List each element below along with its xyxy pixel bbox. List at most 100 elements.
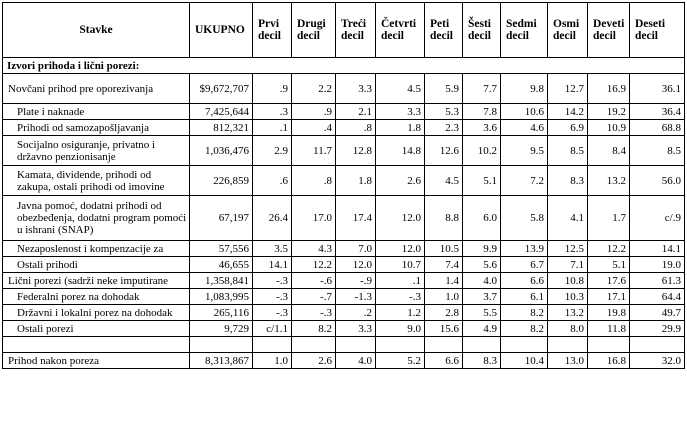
cell-decile-9: 12.2: [587, 240, 630, 257]
cell-decile-9: 13.2: [587, 165, 630, 196]
table-row: Kamata, dividende, prihodi od zakupa, os…: [2, 165, 685, 196]
cell-decile-5: 8.8: [424, 195, 463, 241]
cell-decile-5: 10.5: [424, 240, 463, 257]
cell-decile-8: 14.2: [547, 103, 588, 120]
cell-decile-1: 1.0: [252, 352, 292, 369]
cell-decile-6: 4.0: [462, 272, 501, 289]
cell-decile-2: .8: [291, 165, 336, 196]
cell-decile-1: -.3: [252, 272, 292, 289]
section-title-row: Izvori prihoda i lični porezi:: [2, 57, 685, 74]
cell-decile-5: 4.5: [424, 165, 463, 196]
cell-decile-2: 8.2: [291, 320, 336, 337]
cell-decile-1: .1: [252, 119, 292, 136]
cell-decile-1: 26.4: [252, 195, 292, 241]
cell-decile-7: 10.6: [500, 103, 548, 120]
cell-decile-2: 4.3: [291, 240, 336, 257]
section-title: Izvori prihoda i lični porezi:: [2, 57, 685, 74]
table-row: Državni i lokalni porez na dohodak 265,11…: [2, 304, 685, 321]
cell-decile-2: -.7: [291, 288, 336, 305]
cell-decile-9: [587, 336, 630, 353]
cell-decile-10: 36.4: [629, 103, 685, 120]
table-row: Nezaposlenost i kompenzacije za 57,556 3.5…: [2, 240, 685, 257]
cell-decile-10: 29.9: [629, 320, 685, 337]
cell-decile-10: 8.5: [629, 135, 685, 166]
cell-total: 57,556: [189, 240, 253, 257]
cell-decile-1: .9: [252, 73, 292, 104]
cell-decile-3: .2: [335, 304, 376, 321]
cell-decile-7: 7.2: [500, 165, 548, 196]
cell-decile-4: 5.2: [375, 352, 425, 369]
row-label: Javna pomoć, dodatni prihodi od obezbeđe…: [2, 195, 190, 241]
cell-decile-7: 4.6: [500, 119, 548, 136]
cell-decile-6: 7.7: [462, 73, 501, 104]
cell-decile-7: 5.8: [500, 195, 548, 241]
cell-decile-4: 2.6: [375, 165, 425, 196]
cell-decile-3: -.9: [335, 272, 376, 289]
cell-decile-3: 4.0: [335, 352, 376, 369]
header-decile-9: Deveti decil: [587, 2, 630, 58]
cell-decile-8: 7.1: [547, 256, 588, 273]
cell-decile-8: 12.7: [547, 73, 588, 104]
cell-decile-5: 1.0: [424, 288, 463, 305]
row-label: Nezaposlenost i kompenzacije za: [2, 240, 190, 257]
cell-decile-3: 17.4: [335, 195, 376, 241]
cell-decile-8: 8.3: [547, 165, 588, 196]
cell-decile-6: 3.7: [462, 288, 501, 305]
cell-decile-6: 8.3: [462, 352, 501, 369]
cell-decile-5: 12.6: [424, 135, 463, 166]
cell-decile-9: 17.1: [587, 288, 630, 305]
header-decile-3: Treći decil: [335, 2, 376, 58]
cell-decile-7: [500, 336, 548, 353]
cell-total: $9,672,707: [189, 73, 253, 104]
cell-decile-3: 12.8: [335, 135, 376, 166]
cell-decile-4: 9.0: [375, 320, 425, 337]
cell-decile-4: 3.3: [375, 103, 425, 120]
table-row: Javna pomoć, dodatni prihodi od obezbeđe…: [2, 195, 685, 241]
cell-decile-5: 15.6: [424, 320, 463, 337]
spacer-row: [2, 336, 685, 353]
cell-decile-8: 4.1: [547, 195, 588, 241]
cell-decile-9: 17.6: [587, 272, 630, 289]
cell-decile-7: 10.4: [500, 352, 548, 369]
cell-decile-4: -.3: [375, 288, 425, 305]
table-row: Socijalno osiguranje, privatno i državno…: [2, 135, 685, 166]
header-decile-4: Četvrti decil: [375, 2, 425, 58]
row-label: Socijalno osiguranje, privatno i državno…: [2, 135, 190, 166]
cell-total: 1,036,476: [189, 135, 253, 166]
cell-total: [189, 336, 253, 353]
cell-decile-4: 10.7: [375, 256, 425, 273]
cell-decile-1: 14.1: [252, 256, 292, 273]
table-row: Ostali porezi 9,729 c/1.1 8.2 3.3 9.0 15.6 4.9 8…: [2, 320, 685, 337]
table-row: Lični porezi (sadrži neke imputirane 1,35…: [2, 272, 685, 289]
cell-decile-5: [424, 336, 463, 353]
table-row: Plate i naknade 7,425,644.3.9 2.1 3.3 5.3 7.8…: [2, 103, 685, 120]
cell-decile-4: 14.8: [375, 135, 425, 166]
cell-decile-8: 8.5: [547, 135, 588, 166]
cell-decile-4: 4.5: [375, 73, 425, 104]
row-label: Plate i naknade: [2, 103, 190, 120]
cell-decile-9: 16.9: [587, 73, 630, 104]
cell-decile-1: -.3: [252, 288, 292, 305]
cell-decile-8: 12.5: [547, 240, 588, 257]
cell-decile-4: 1.8: [375, 119, 425, 136]
cell-decile-7: 9.5: [500, 135, 548, 166]
cell-decile-7: 13.9: [500, 240, 548, 257]
cell-decile-2: 12.2: [291, 256, 336, 273]
cell-decile-2: 2.2: [291, 73, 336, 104]
cell-decile-3: .8: [335, 119, 376, 136]
cell-decile-10: 36.1: [629, 73, 685, 104]
table-row: Prihodi od samozapošljavanja 812,321.1.4.…: [2, 119, 685, 136]
cell-total: 265,116: [189, 304, 253, 321]
header-ukupno: UKUPNO: [189, 2, 253, 58]
cell-decile-1: .6: [252, 165, 292, 196]
cell-decile-5: 1.4: [424, 272, 463, 289]
cell-decile-1: .3: [252, 103, 292, 120]
cell-decile-10: 68.8: [629, 119, 685, 136]
cell-decile-3: 12.0: [335, 256, 376, 273]
cell-decile-3: 3.3: [335, 320, 376, 337]
table-row: Prihod nakon poreza 8,313,867 1.0 2.6 4.0 5.2…: [2, 352, 685, 369]
header-decile-5: Peti decil: [424, 2, 463, 58]
cell-decile-1: c/1.1: [252, 320, 292, 337]
cell-decile-6: 4.9: [462, 320, 501, 337]
header-decile-6: Šesti decil: [462, 2, 501, 58]
